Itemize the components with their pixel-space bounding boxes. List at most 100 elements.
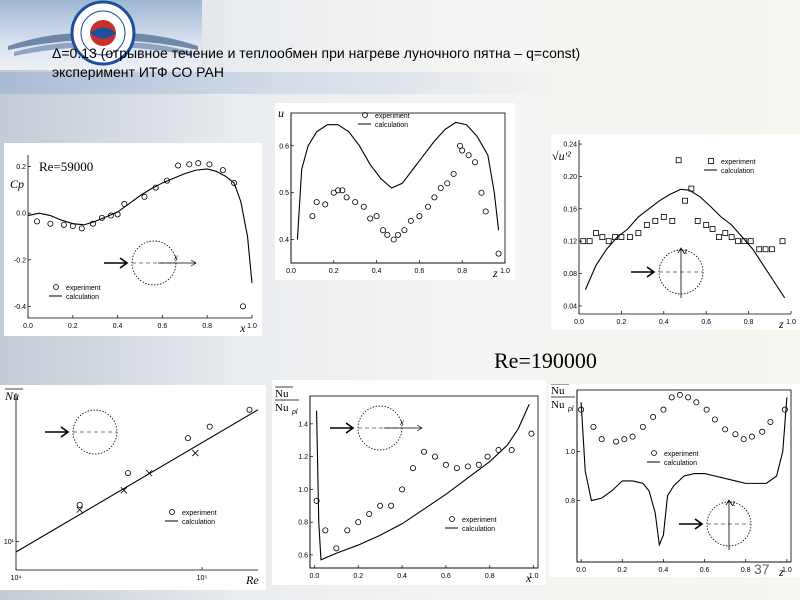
chart-nu-z-panel: 0.0 0.2 0.4 0.6 0.8 1.0 0.8 1.0 z Nu Nu pl experimen… (549, 384, 800, 577)
experiment-point (629, 433, 636, 440)
experiment-point (333, 545, 340, 552)
experiment-point (401, 227, 408, 234)
experiment-point (578, 406, 585, 413)
x-tick-label: 0.2 (68, 323, 78, 330)
experiment-point (33, 218, 40, 225)
x-tick-label: 0.0 (310, 573, 320, 580)
experiment-point (98, 214, 105, 221)
x-tick-label: 10⁴ (11, 575, 22, 582)
experiment-point (442, 461, 449, 468)
x-tick-label: 1.0 (500, 268, 510, 275)
experiment-point (416, 213, 423, 220)
experiment-point (688, 185, 695, 192)
legend-experiment-marker (362, 112, 368, 118)
page-number: 37 (754, 561, 770, 577)
y-tick-label: 0.5 (279, 190, 289, 197)
experiment-point (184, 435, 191, 442)
experiment-point (459, 147, 466, 154)
calculation-line (296, 121, 500, 240)
experiment-point (495, 250, 502, 257)
experiment-point (722, 230, 729, 236)
y-tick-label: 1.0 (565, 449, 575, 456)
x-tick-label: 0.6 (415, 268, 425, 275)
x-tick-label: 0.6 (701, 319, 711, 326)
legend-calculation-label: calculation (182, 519, 215, 526)
experiment-point (722, 426, 729, 433)
y-tick-label: 0.16 (563, 206, 577, 213)
experiment-point (781, 406, 788, 413)
experiment-point (424, 203, 431, 210)
experiment-point (360, 203, 367, 210)
legend-experiment-label: experiment (664, 451, 699, 458)
flow-arrow (45, 426, 70, 438)
experiment-point (240, 303, 247, 310)
x-tick-label: 1.0 (786, 319, 796, 326)
z-direction-arrow (677, 247, 685, 298)
experiment-point (716, 234, 722, 241)
legend-experiment-label: experiment (182, 510, 217, 517)
experiment-point (464, 463, 471, 470)
flow-arrow (679, 518, 704, 530)
chart-uprime-panel: 0.0 0.2 0.4 0.6 0.8 1.0 0.04 0.08 0.12 0.16 0.20 0.… (551, 134, 800, 330)
y-tick-label: 0.20 (563, 174, 577, 181)
experiment-point (660, 406, 667, 413)
experiment-point (618, 234, 625, 241)
experiment-point (693, 399, 700, 406)
flow-arrow (631, 266, 656, 278)
experiment-point (586, 238, 593, 245)
experiment-point (703, 222, 710, 228)
experiment-point (762, 246, 769, 253)
experiment-point (668, 394, 675, 401)
experiment-point (639, 423, 646, 430)
experiment-point (465, 152, 472, 159)
y-axis-label-den: Nu (551, 399, 565, 411)
x-tick-label: 0.4 (113, 323, 123, 330)
experiment-point (420, 448, 427, 455)
experiment-point (152, 184, 159, 191)
y-tick-label: 0.04 (563, 303, 577, 310)
experiment-point (206, 161, 213, 168)
y-axis-label-den: Nu (275, 402, 289, 414)
experiment-point (313, 199, 320, 206)
experiment-point (352, 199, 359, 206)
experiment-point (779, 238, 786, 245)
x-tick-label: 0.6 (441, 573, 451, 580)
experiment-point (309, 213, 316, 220)
experiment-point (767, 418, 774, 425)
experiment-point (748, 433, 755, 440)
y-axis-label-num: Nu (275, 388, 289, 400)
experiment-point (322, 201, 329, 208)
experiment-point (195, 160, 202, 167)
x-axis-label: x (239, 321, 246, 335)
experiment-point (206, 423, 213, 430)
experiment-point (675, 157, 682, 164)
experiment-point (756, 246, 763, 253)
experiment-point (613, 438, 620, 445)
legend-experiment-marker (708, 158, 714, 164)
experiment-point (635, 230, 642, 236)
experiment-point (407, 217, 414, 224)
experiment-point (231, 179, 238, 186)
experiment-point (431, 453, 438, 460)
chart-nu-x-panel: 0.0 0.2 0.4 0.6 0.8 1.0 0.6 0.8 1.0 1.2 1.4 x Nu Nu pl… (272, 380, 546, 585)
legend-experiment-label: experiment (721, 159, 756, 166)
experiment-point (343, 194, 350, 201)
experiment-point (590, 423, 597, 430)
calculation-line (316, 403, 530, 561)
experiment-point (626, 234, 633, 241)
inset-x-label: x (399, 417, 404, 427)
experiment-point (410, 465, 417, 472)
y-tick-label: 1.4 (298, 421, 308, 428)
x-axis-label: x (525, 571, 532, 585)
y-axis-label-sub: pl (567, 406, 574, 413)
inset-z-label: z (731, 498, 736, 508)
legend-experiment-label: experiment (66, 285, 101, 292)
y-tick-label: 0.12 (563, 239, 577, 246)
y-tick-label: 0.6 (279, 143, 289, 150)
re-label: Re=190000 (494, 348, 597, 373)
experiment-point (373, 213, 380, 220)
experiment-point (669, 218, 676, 224)
experiment-point (47, 220, 54, 227)
